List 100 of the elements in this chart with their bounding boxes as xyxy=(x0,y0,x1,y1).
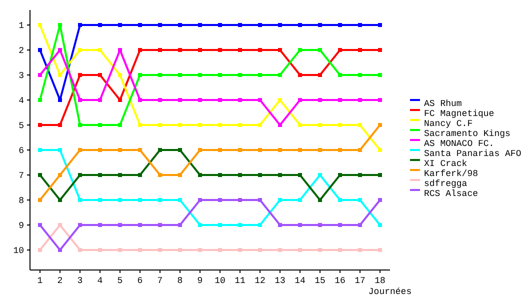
y-tick-label: 6 xyxy=(18,146,24,156)
line-series xyxy=(38,123,382,202)
x-tick-label: 12 xyxy=(254,276,266,286)
point xyxy=(278,173,282,177)
x-tick-label: 18 xyxy=(374,276,386,286)
point xyxy=(198,23,202,27)
point xyxy=(218,223,222,227)
x-tick-label: 5 xyxy=(117,276,123,286)
point xyxy=(178,248,182,252)
point xyxy=(258,73,262,77)
point xyxy=(318,148,322,152)
point xyxy=(38,73,42,77)
point xyxy=(258,223,262,227)
point xyxy=(338,248,342,252)
point xyxy=(238,198,242,202)
point xyxy=(318,98,322,102)
point xyxy=(138,48,142,52)
point xyxy=(58,48,62,52)
point xyxy=(78,73,82,77)
point xyxy=(78,98,82,102)
point xyxy=(98,198,102,202)
legend-label: Sacramento Kings xyxy=(424,129,510,139)
point xyxy=(218,198,222,202)
point xyxy=(138,23,142,27)
point xyxy=(378,73,382,77)
point xyxy=(258,98,262,102)
point xyxy=(138,123,142,127)
point xyxy=(78,173,82,177)
point xyxy=(278,23,282,27)
point xyxy=(238,223,242,227)
point xyxy=(78,23,82,27)
point xyxy=(298,248,302,252)
point xyxy=(38,23,42,27)
point xyxy=(278,223,282,227)
point xyxy=(158,123,162,127)
point xyxy=(58,148,62,152)
y-tick-label: 10 xyxy=(13,246,24,256)
point xyxy=(138,223,142,227)
point xyxy=(298,123,302,127)
point xyxy=(378,223,382,227)
point xyxy=(358,248,362,252)
point xyxy=(138,73,142,77)
point xyxy=(258,198,262,202)
point xyxy=(378,173,382,177)
point xyxy=(198,198,202,202)
point xyxy=(358,148,362,152)
x-tick-label: 1 xyxy=(37,276,43,286)
x-tick-label: 16 xyxy=(334,276,346,286)
point xyxy=(178,73,182,77)
point xyxy=(358,73,362,77)
point xyxy=(378,148,382,152)
point xyxy=(278,148,282,152)
point xyxy=(278,198,282,202)
point xyxy=(338,173,342,177)
point xyxy=(158,23,162,27)
point xyxy=(118,173,122,177)
point xyxy=(158,223,162,227)
point xyxy=(198,98,202,102)
point xyxy=(98,148,102,152)
point xyxy=(318,48,322,52)
point xyxy=(378,23,382,27)
point xyxy=(158,98,162,102)
point xyxy=(118,23,122,27)
point xyxy=(218,173,222,177)
legend-label: Santa Panarias AFO xyxy=(424,149,522,159)
point xyxy=(318,73,322,77)
x-tick-label: 2 xyxy=(57,276,63,286)
point xyxy=(378,248,382,252)
y-tick-label: 9 xyxy=(18,221,24,231)
point xyxy=(218,98,222,102)
point xyxy=(358,23,362,27)
y-tick-label: 2 xyxy=(18,46,24,56)
x-tick-label: 10 xyxy=(214,276,226,286)
point xyxy=(138,148,142,152)
x-tick-label: 3 xyxy=(77,276,83,286)
point xyxy=(238,173,242,177)
x-tick-label: 9 xyxy=(197,276,203,286)
point xyxy=(258,123,262,127)
legend-label: Karferk/98 xyxy=(424,169,478,179)
point xyxy=(98,248,102,252)
point xyxy=(58,198,62,202)
point xyxy=(278,98,282,102)
point xyxy=(138,198,142,202)
x-tick-label: 13 xyxy=(274,276,286,286)
point xyxy=(298,148,302,152)
point xyxy=(318,248,322,252)
point xyxy=(38,148,42,152)
point xyxy=(238,248,242,252)
point xyxy=(238,98,242,102)
legend-label: sdfregga xyxy=(424,179,468,189)
point xyxy=(198,248,202,252)
point xyxy=(278,48,282,52)
y-tick-label: 4 xyxy=(18,96,24,106)
y-tick-label: 8 xyxy=(18,196,24,206)
point xyxy=(78,48,82,52)
point xyxy=(158,148,162,152)
point xyxy=(98,98,102,102)
point xyxy=(298,223,302,227)
point xyxy=(338,223,342,227)
point xyxy=(318,123,322,127)
